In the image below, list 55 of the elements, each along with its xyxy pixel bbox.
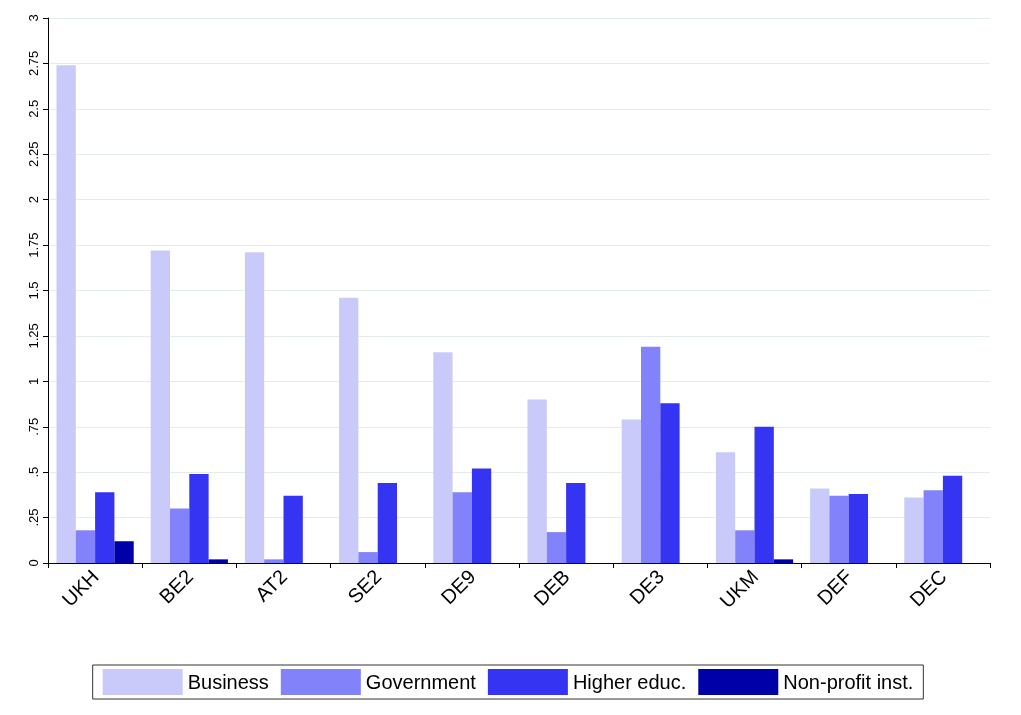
bar — [527, 399, 547, 563]
bar — [189, 473, 209, 563]
bar — [95, 492, 115, 563]
bar — [452, 492, 472, 563]
bar — [283, 495, 303, 563]
y-tick-label: .5 — [26, 466, 41, 478]
x-tick-label: DE3 — [625, 565, 669, 609]
bar — [339, 297, 359, 563]
y-tick-label: 3 — [26, 14, 41, 22]
legend-label: Government — [365, 671, 477, 693]
y-tick-label: .75 — [26, 417, 41, 436]
y-tick-label: 2.5 — [26, 99, 41, 118]
x-tick-label: DE9 — [436, 565, 480, 609]
y-tick-label: 2 — [26, 196, 41, 204]
bar — [621, 419, 641, 563]
y-tick-label: 1.25 — [26, 323, 41, 349]
x-tick-label: SE2 — [343, 565, 386, 608]
y-tick-label: 0 — [26, 559, 41, 567]
bar — [942, 475, 963, 563]
bar — [433, 352, 453, 563]
bar — [169, 508, 190, 563]
bar — [904, 497, 924, 563]
bar — [264, 559, 284, 563]
bar — [829, 495, 849, 563]
bar — [358, 552, 378, 563]
bar — [150, 250, 170, 563]
y-tick-label: 2.25 — [26, 141, 41, 167]
bar — [75, 530, 96, 563]
bar — [546, 532, 567, 563]
y-tick-label: 2.75 — [26, 50, 41, 77]
bar — [848, 493, 869, 563]
bar — [471, 468, 492, 563]
bar — [715, 452, 736, 563]
bar — [377, 483, 398, 563]
bar — [566, 483, 586, 563]
bar — [773, 559, 794, 563]
bar — [735, 530, 755, 563]
bar — [660, 403, 680, 563]
bar — [923, 490, 943, 563]
y-tick-label: 1 — [26, 377, 41, 385]
x-tick-label: BE2 — [154, 565, 198, 608]
bar — [244, 252, 265, 563]
bar — [810, 488, 830, 563]
bar — [754, 426, 774, 563]
y-tick-label: 1.75 — [26, 232, 41, 258]
x-tick-label: AT2 — [250, 565, 292, 606]
bar — [114, 541, 134, 563]
bar — [56, 65, 76, 563]
y-tick-label: .25 — [26, 508, 41, 527]
bar — [208, 559, 228, 563]
y-tick-label: 1.5 — [26, 281, 41, 300]
legend-label: Higher educ. — [572, 671, 687, 693]
bar — [640, 346, 661, 563]
legend-label: Non-profit inst. — [783, 671, 914, 693]
legend-label: Business — [187, 671, 269, 693]
